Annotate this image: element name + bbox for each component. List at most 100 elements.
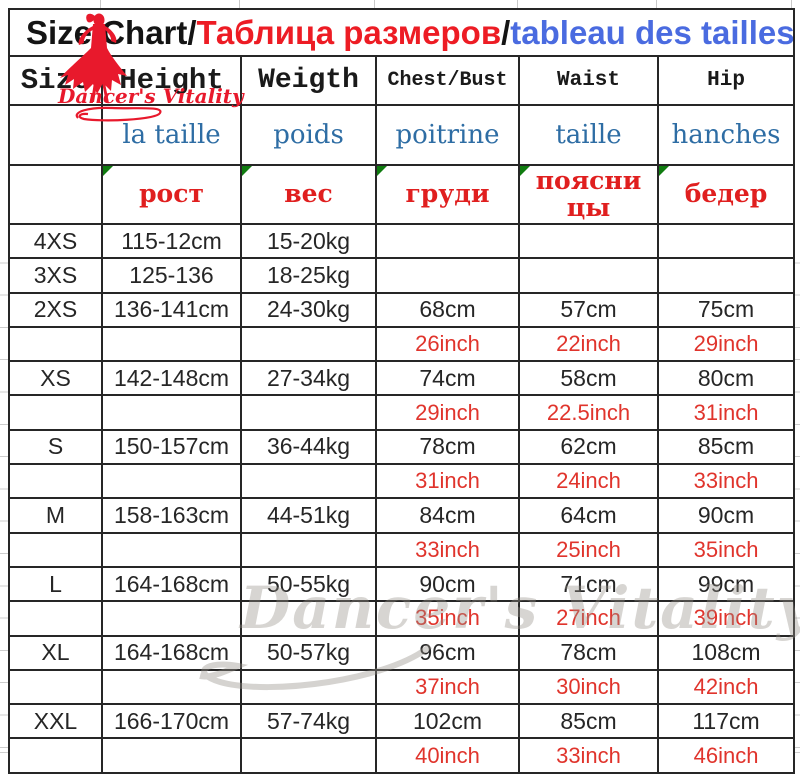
cell-hip: 85cm — [656, 428, 796, 466]
cell-weight — [240, 463, 377, 500]
cell-size: M — [8, 497, 103, 534]
cell-waist: 85cm — [518, 703, 659, 740]
cell-size: L — [8, 565, 103, 603]
cell-size: XL — [8, 634, 103, 671]
header-hip-fr: hanches — [656, 104, 796, 166]
cell-height — [101, 737, 242, 774]
cell-height: 142-148cm — [101, 360, 242, 397]
title-separator: / — [501, 13, 511, 51]
header-row-russian: рост вес груди поясницы бедер — [8, 164, 796, 225]
cell-size: XXL — [8, 703, 103, 740]
cell-waist: 30inch — [518, 668, 659, 706]
header-waist-ru: поясницы — [518, 164, 659, 225]
cell-chest: 84cm — [375, 497, 520, 534]
cell-chest: 40inch — [375, 737, 520, 774]
cell-chest: 74cm — [375, 360, 520, 397]
cell-waist: 22inch — [518, 325, 659, 363]
header-chest: Chest/Bust — [375, 55, 520, 106]
cell-hip: 29inch — [656, 325, 796, 363]
cell-chest: 102cm — [375, 703, 520, 740]
cell-weight: 44-51kg — [240, 497, 377, 534]
size-rows: 4XS 115-12cm 15-20kg 3XS 125-136 18-25kg 2XS 13… — [8, 222, 796, 774]
cell-chest: 78cm — [375, 428, 520, 466]
cell-weight — [240, 325, 377, 363]
gridline-stub — [374, 0, 375, 8]
size-row-cm: L 164-168cm 50-55kg 90cm 71cm 99cm — [8, 565, 796, 603]
cell-weight: 57-74kg — [240, 703, 377, 740]
header-weight-ru: вес — [240, 164, 377, 225]
cell-weight: 15-20kg — [240, 222, 377, 260]
cell-hip: 117cm — [656, 703, 796, 740]
title-russian: Таблица размеров — [196, 13, 502, 51]
cell-hip: 33inch — [656, 463, 796, 500]
gridline-strip-left — [0, 231, 8, 748]
size-row-inch: 31inch 24inch 33inch — [8, 463, 796, 500]
cell-weight: 50-55kg — [240, 565, 377, 603]
size-row-inch: 33inch 25inch 35inch — [8, 531, 796, 568]
size-row-inch: 26inch 22inch 29inch — [8, 325, 796, 363]
cell-waist: 57cm — [518, 291, 659, 328]
cell-height — [101, 463, 242, 500]
cell-hip — [656, 222, 796, 260]
gridline-stub — [100, 0, 101, 8]
title-row: Size Chart/Таблица размеров/tableau des … — [7, 8, 796, 57]
cell-chest: 68cm — [375, 291, 520, 328]
cell-chest: 29inch — [375, 394, 520, 431]
cell-hip: 99cm — [656, 565, 796, 603]
cell-chest: 96cm — [375, 634, 520, 671]
gridline-stub — [239, 0, 240, 8]
title-english: Size Chart/ — [26, 13, 197, 51]
cell-waist: 58cm — [518, 360, 659, 397]
cell-weight: 24-30kg — [240, 291, 377, 328]
cell-weight — [240, 600, 377, 637]
cell-waist: 24inch — [518, 463, 659, 500]
header-chest-fr: poitrine — [375, 104, 520, 166]
title-french: tableau des tailles — [510, 13, 795, 51]
cell-waist — [518, 222, 659, 260]
cell-waist: 25inch — [518, 531, 659, 568]
cell-size — [8, 325, 103, 363]
cell-weight — [240, 531, 377, 568]
cell-weight — [240, 668, 377, 706]
cell-chest: 26inch — [375, 325, 520, 363]
gridline-stub — [517, 0, 518, 8]
cell-size — [8, 394, 103, 431]
cell-height: 164-168cm — [101, 634, 242, 671]
header-height-ru: рост — [101, 164, 242, 225]
cell-hip: 80cm — [656, 360, 796, 397]
size-row-cm: XL 164-168cm 50-57kg 96cm 78cm 108cm — [8, 634, 796, 671]
cell-weight: 50-57kg — [240, 634, 377, 671]
cell-hip: 46inch — [656, 737, 796, 774]
chart-title: Size Chart/Таблица размеров/tableau des … — [7, 8, 796, 57]
cell-hip: 75cm — [656, 291, 796, 328]
size-row-cm: 4XS 115-12cm 15-20kg — [8, 222, 796, 260]
size-row-inch: 37inch 30inch 42inch — [8, 668, 796, 706]
header-chest-ru: груди — [375, 164, 520, 225]
size-row-cm: 2XS 136-141cm 24-30kg 68cm 57cm 75cm — [8, 291, 796, 328]
header-height-fr: la taille — [101, 104, 242, 166]
cell-chest: 31inch — [375, 463, 520, 500]
header-row-french: la taille poids poitrine taille hanches — [8, 104, 796, 166]
header-size-fr — [8, 104, 103, 166]
size-row-cm: S 150-157cm 36-44kg 78cm 62cm 85cm — [8, 428, 796, 466]
cell-chest: 90cm — [375, 565, 520, 603]
cell-waist: 71cm — [518, 565, 659, 603]
size-row-inch: 29inch 22.5inch 31inch — [8, 394, 796, 431]
cell-height: 150-157cm — [101, 428, 242, 466]
size-row-inch: 40inch 33inch 46inch — [8, 737, 796, 774]
cell-height — [101, 531, 242, 568]
size-chart-table: Size Chart/Таблица размеров/tableau des … — [7, 8, 796, 774]
cell-weight: 36-44kg — [240, 428, 377, 466]
gridline-strip-right — [793, 231, 800, 748]
header-waist: Waist — [518, 55, 659, 106]
header-waist-fr: taille — [518, 104, 659, 166]
cell-weight: 18-25kg — [240, 257, 377, 294]
header-waist-ru-text: поясницы — [535, 166, 642, 222]
gridline-stub — [791, 0, 792, 8]
cell-waist: 27inch — [518, 600, 659, 637]
cell-waist: 62cm — [518, 428, 659, 466]
cell-height — [101, 325, 242, 363]
header-hip: Hip — [656, 55, 796, 106]
cell-chest — [375, 257, 520, 294]
cell-weight: 27-34kg — [240, 360, 377, 397]
